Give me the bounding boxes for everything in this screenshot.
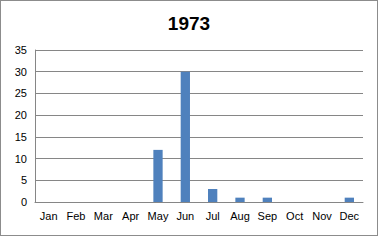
svg-text:10: 10 (15, 153, 27, 165)
svg-text:20: 20 (15, 109, 27, 121)
svg-text:15: 15 (15, 131, 27, 143)
svg-text:5: 5 (21, 174, 27, 186)
svg-text:30: 30 (15, 66, 27, 78)
svg-text:Mar: Mar (94, 210, 113, 222)
svg-text:Aug: Aug (230, 210, 250, 222)
svg-text:Jan: Jan (40, 210, 58, 222)
svg-text:35: 35 (15, 44, 27, 56)
svg-text:Feb: Feb (67, 210, 86, 222)
svg-text:0: 0 (21, 196, 27, 208)
svg-text:Jun: Jun (176, 210, 194, 222)
svg-text:Oct: Oct (286, 210, 303, 222)
svg-text:Apr: Apr (122, 210, 139, 222)
svg-text:Jul: Jul (206, 210, 220, 222)
svg-text:25: 25 (15, 87, 27, 99)
svg-text:Dec: Dec (340, 210, 360, 222)
svg-text:1973: 1973 (168, 13, 210, 34)
svg-text:May: May (148, 210, 169, 222)
svg-text:Nov: Nov (312, 210, 332, 222)
svg-text:Sep: Sep (258, 210, 278, 222)
